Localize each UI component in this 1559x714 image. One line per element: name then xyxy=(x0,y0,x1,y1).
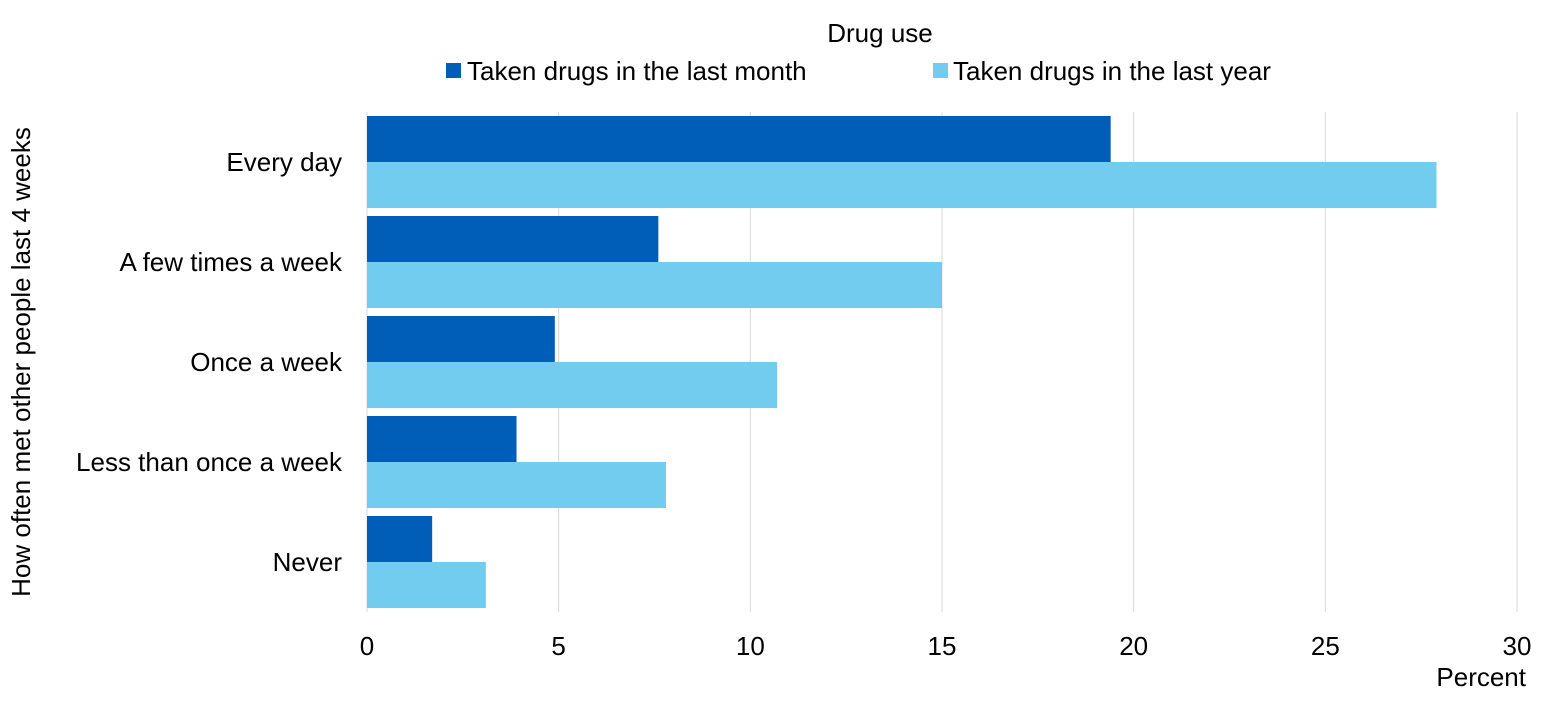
legend-swatch-month xyxy=(446,63,461,78)
legend-swatch-year xyxy=(933,63,948,78)
category-label: Once a week xyxy=(190,347,343,377)
x-tick-label: 15 xyxy=(928,631,957,661)
bar-month xyxy=(367,416,517,462)
x-tick-label: 5 xyxy=(551,631,565,661)
bar-month xyxy=(367,116,1111,162)
category-labels: Every day A few times a week Once a week Le… xyxy=(76,147,343,577)
category-label: Every day xyxy=(226,147,342,177)
y-axis-title: How often met other people last 4 weeks xyxy=(6,127,36,597)
x-tick-label: 25 xyxy=(1311,631,1340,661)
x-axis-title: Percent xyxy=(1436,662,1526,692)
x-tick-label: 0 xyxy=(360,631,374,661)
legend: Drug use Taken drugs in the last month T… xyxy=(446,18,1271,86)
bar-year xyxy=(367,162,1437,208)
bars xyxy=(367,116,1437,608)
category-label: A few times a week xyxy=(119,247,343,277)
category-label: Never xyxy=(273,547,343,577)
bar-year xyxy=(367,262,942,308)
bar-month xyxy=(367,216,659,262)
legend-label-month: Taken drugs in the last month xyxy=(467,56,807,86)
category-label: Less than once a week xyxy=(76,447,343,477)
bar-month xyxy=(367,316,555,362)
bar-month xyxy=(367,516,433,562)
x-tick-label: 30 xyxy=(1503,631,1532,661)
legend-label-year: Taken drugs in the last year xyxy=(953,56,1271,86)
legend-title: Drug use xyxy=(827,18,933,48)
x-axis-tick-labels: 0 5 10 15 20 25 30 xyxy=(360,631,1532,661)
x-tick-label: 20 xyxy=(1119,631,1148,661)
bar-year xyxy=(367,462,666,508)
x-tick-label: 10 xyxy=(736,631,765,661)
bar-year xyxy=(367,562,486,608)
bar-year xyxy=(367,362,778,408)
